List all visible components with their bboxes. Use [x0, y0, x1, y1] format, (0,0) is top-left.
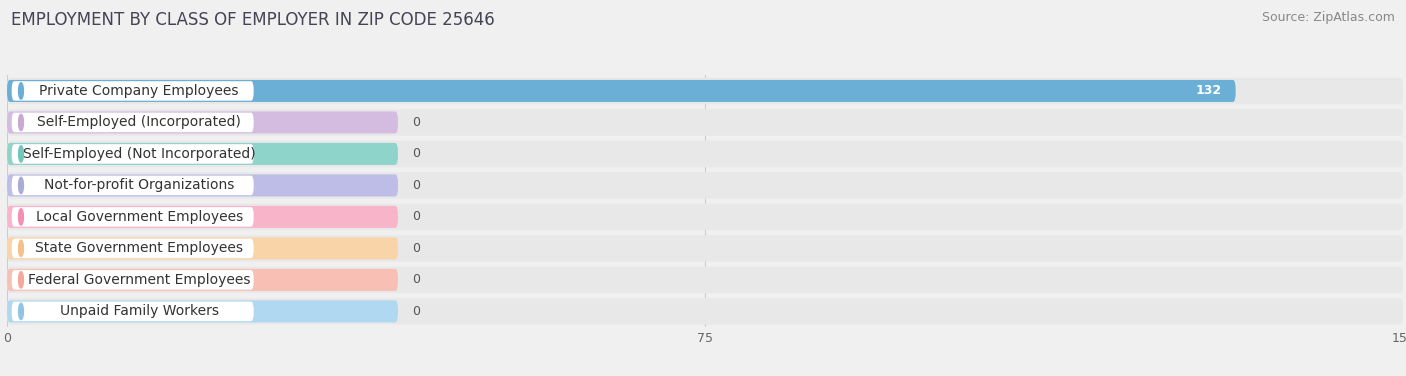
Text: 0: 0	[412, 305, 420, 318]
FancyBboxPatch shape	[11, 113, 253, 132]
FancyBboxPatch shape	[11, 81, 253, 101]
Text: State Government Employees: State Government Employees	[35, 241, 243, 255]
Text: 0: 0	[412, 147, 420, 161]
Circle shape	[18, 177, 24, 194]
FancyBboxPatch shape	[7, 204, 1403, 230]
FancyBboxPatch shape	[7, 300, 398, 322]
FancyBboxPatch shape	[11, 302, 253, 321]
Text: 0: 0	[412, 211, 420, 223]
Text: Self-Employed (Not Incorporated): Self-Employed (Not Incorporated)	[22, 147, 256, 161]
Text: 0: 0	[412, 273, 420, 287]
Circle shape	[18, 272, 24, 288]
FancyBboxPatch shape	[11, 207, 253, 227]
Circle shape	[18, 83, 24, 99]
FancyBboxPatch shape	[7, 298, 1403, 324]
Circle shape	[18, 146, 24, 162]
FancyBboxPatch shape	[7, 206, 398, 228]
Circle shape	[18, 303, 24, 320]
Text: Self-Employed (Incorporated): Self-Employed (Incorporated)	[38, 115, 242, 129]
FancyBboxPatch shape	[7, 141, 1403, 167]
Text: Not-for-profit Organizations: Not-for-profit Organizations	[44, 179, 235, 193]
Text: Local Government Employees: Local Government Employees	[35, 210, 243, 224]
Text: Unpaid Family Workers: Unpaid Family Workers	[59, 305, 219, 318]
FancyBboxPatch shape	[7, 143, 398, 165]
Circle shape	[18, 114, 24, 130]
FancyBboxPatch shape	[7, 111, 398, 133]
FancyBboxPatch shape	[7, 172, 1403, 199]
FancyBboxPatch shape	[7, 78, 1403, 104]
FancyBboxPatch shape	[7, 80, 1236, 102]
Text: 0: 0	[412, 116, 420, 129]
FancyBboxPatch shape	[11, 176, 253, 195]
Text: Federal Government Employees: Federal Government Employees	[28, 273, 250, 287]
FancyBboxPatch shape	[7, 269, 398, 291]
Text: EMPLOYMENT BY CLASS OF EMPLOYER IN ZIP CODE 25646: EMPLOYMENT BY CLASS OF EMPLOYER IN ZIP C…	[11, 11, 495, 29]
FancyBboxPatch shape	[11, 270, 253, 290]
Text: 0: 0	[412, 179, 420, 192]
FancyBboxPatch shape	[11, 144, 253, 164]
FancyBboxPatch shape	[11, 239, 253, 258]
Text: 0: 0	[412, 242, 420, 255]
FancyBboxPatch shape	[7, 237, 398, 259]
Text: Private Company Employees: Private Company Employees	[39, 84, 239, 98]
Circle shape	[18, 209, 24, 225]
Text: Source: ZipAtlas.com: Source: ZipAtlas.com	[1261, 11, 1395, 24]
Circle shape	[18, 240, 24, 256]
FancyBboxPatch shape	[7, 174, 398, 196]
FancyBboxPatch shape	[7, 109, 1403, 136]
FancyBboxPatch shape	[7, 235, 1403, 262]
FancyBboxPatch shape	[7, 267, 1403, 293]
Text: 132: 132	[1195, 85, 1222, 97]
